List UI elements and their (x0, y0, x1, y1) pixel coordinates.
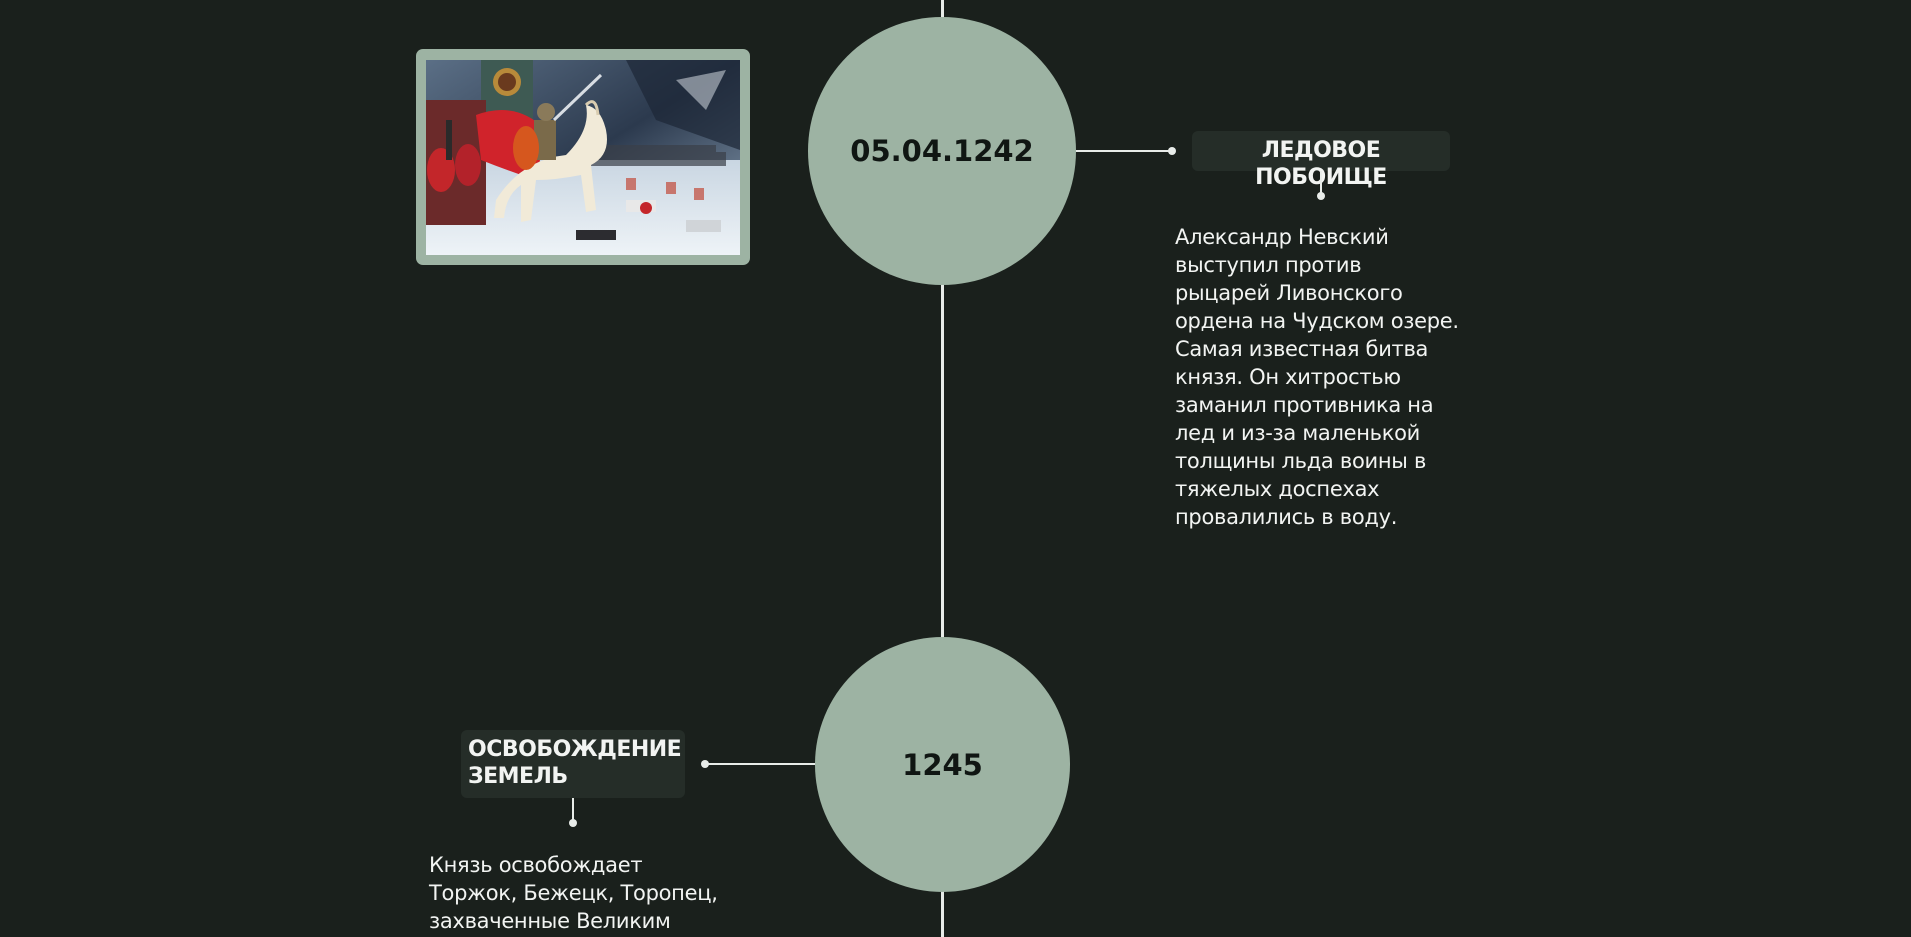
event-date-circle: 1245 (815, 637, 1070, 892)
description-line: князя. Он хитростью (1175, 365, 1401, 389)
connector-line (1076, 150, 1172, 152)
description-line: провалились в воду. (1175, 505, 1398, 529)
event-description: Александр Невский выступил против рыцаре… (1175, 223, 1495, 531)
title-connector-line (1320, 171, 1322, 195)
event-image-frame (416, 49, 750, 265)
description-line: лед и из-за маленькой (1175, 421, 1421, 445)
event-date-circle: 05.04.1242 (808, 17, 1076, 285)
description-line: Торжок, Бежецк, Торопец, (429, 881, 718, 905)
description-line: Александр Невский (1175, 225, 1389, 249)
description-line: заманил противника на (1175, 393, 1434, 417)
event-title-badge: ЛЕДОВОЕ ПОБОИЩЕ (1192, 131, 1450, 190)
description-line: рыцарей Ливонского (1175, 281, 1403, 305)
timeline-vertical-line (941, 0, 944, 937)
description-line: захваченные Великим (429, 909, 671, 933)
description-line: толщины льда воины в (1175, 449, 1427, 473)
event-title-line: ЗЕМЕЛЬ (468, 764, 568, 789)
event-date: 05.04.1242 (850, 134, 1034, 168)
title-connector-line (572, 798, 574, 822)
title-connector-dot (1317, 192, 1325, 200)
event-title-line: ОСВОБОЖДЕНИЕ (468, 737, 682, 762)
event-description: Князь освобождает Торжок, Бежецк, Торопе… (429, 851, 749, 935)
connector-dot (1168, 147, 1176, 155)
battle-on-ice-painting-icon (426, 60, 740, 255)
description-line: Самая известная битва (1175, 337, 1429, 361)
description-line: тяжелых доспехах (1175, 477, 1380, 501)
description-line: ордена на Чудском озере. (1175, 309, 1459, 333)
title-connector-dot (569, 819, 577, 827)
connector-dot (701, 760, 709, 768)
description-line: выступил против (1175, 253, 1362, 277)
connector-line (707, 763, 815, 765)
description-line: Князь освобождает (429, 853, 643, 877)
event-date: 1245 (902, 747, 983, 782)
event-title-badge: ОСВОБОЖДЕНИЕ ЗЕМЕЛЬ (461, 730, 685, 798)
